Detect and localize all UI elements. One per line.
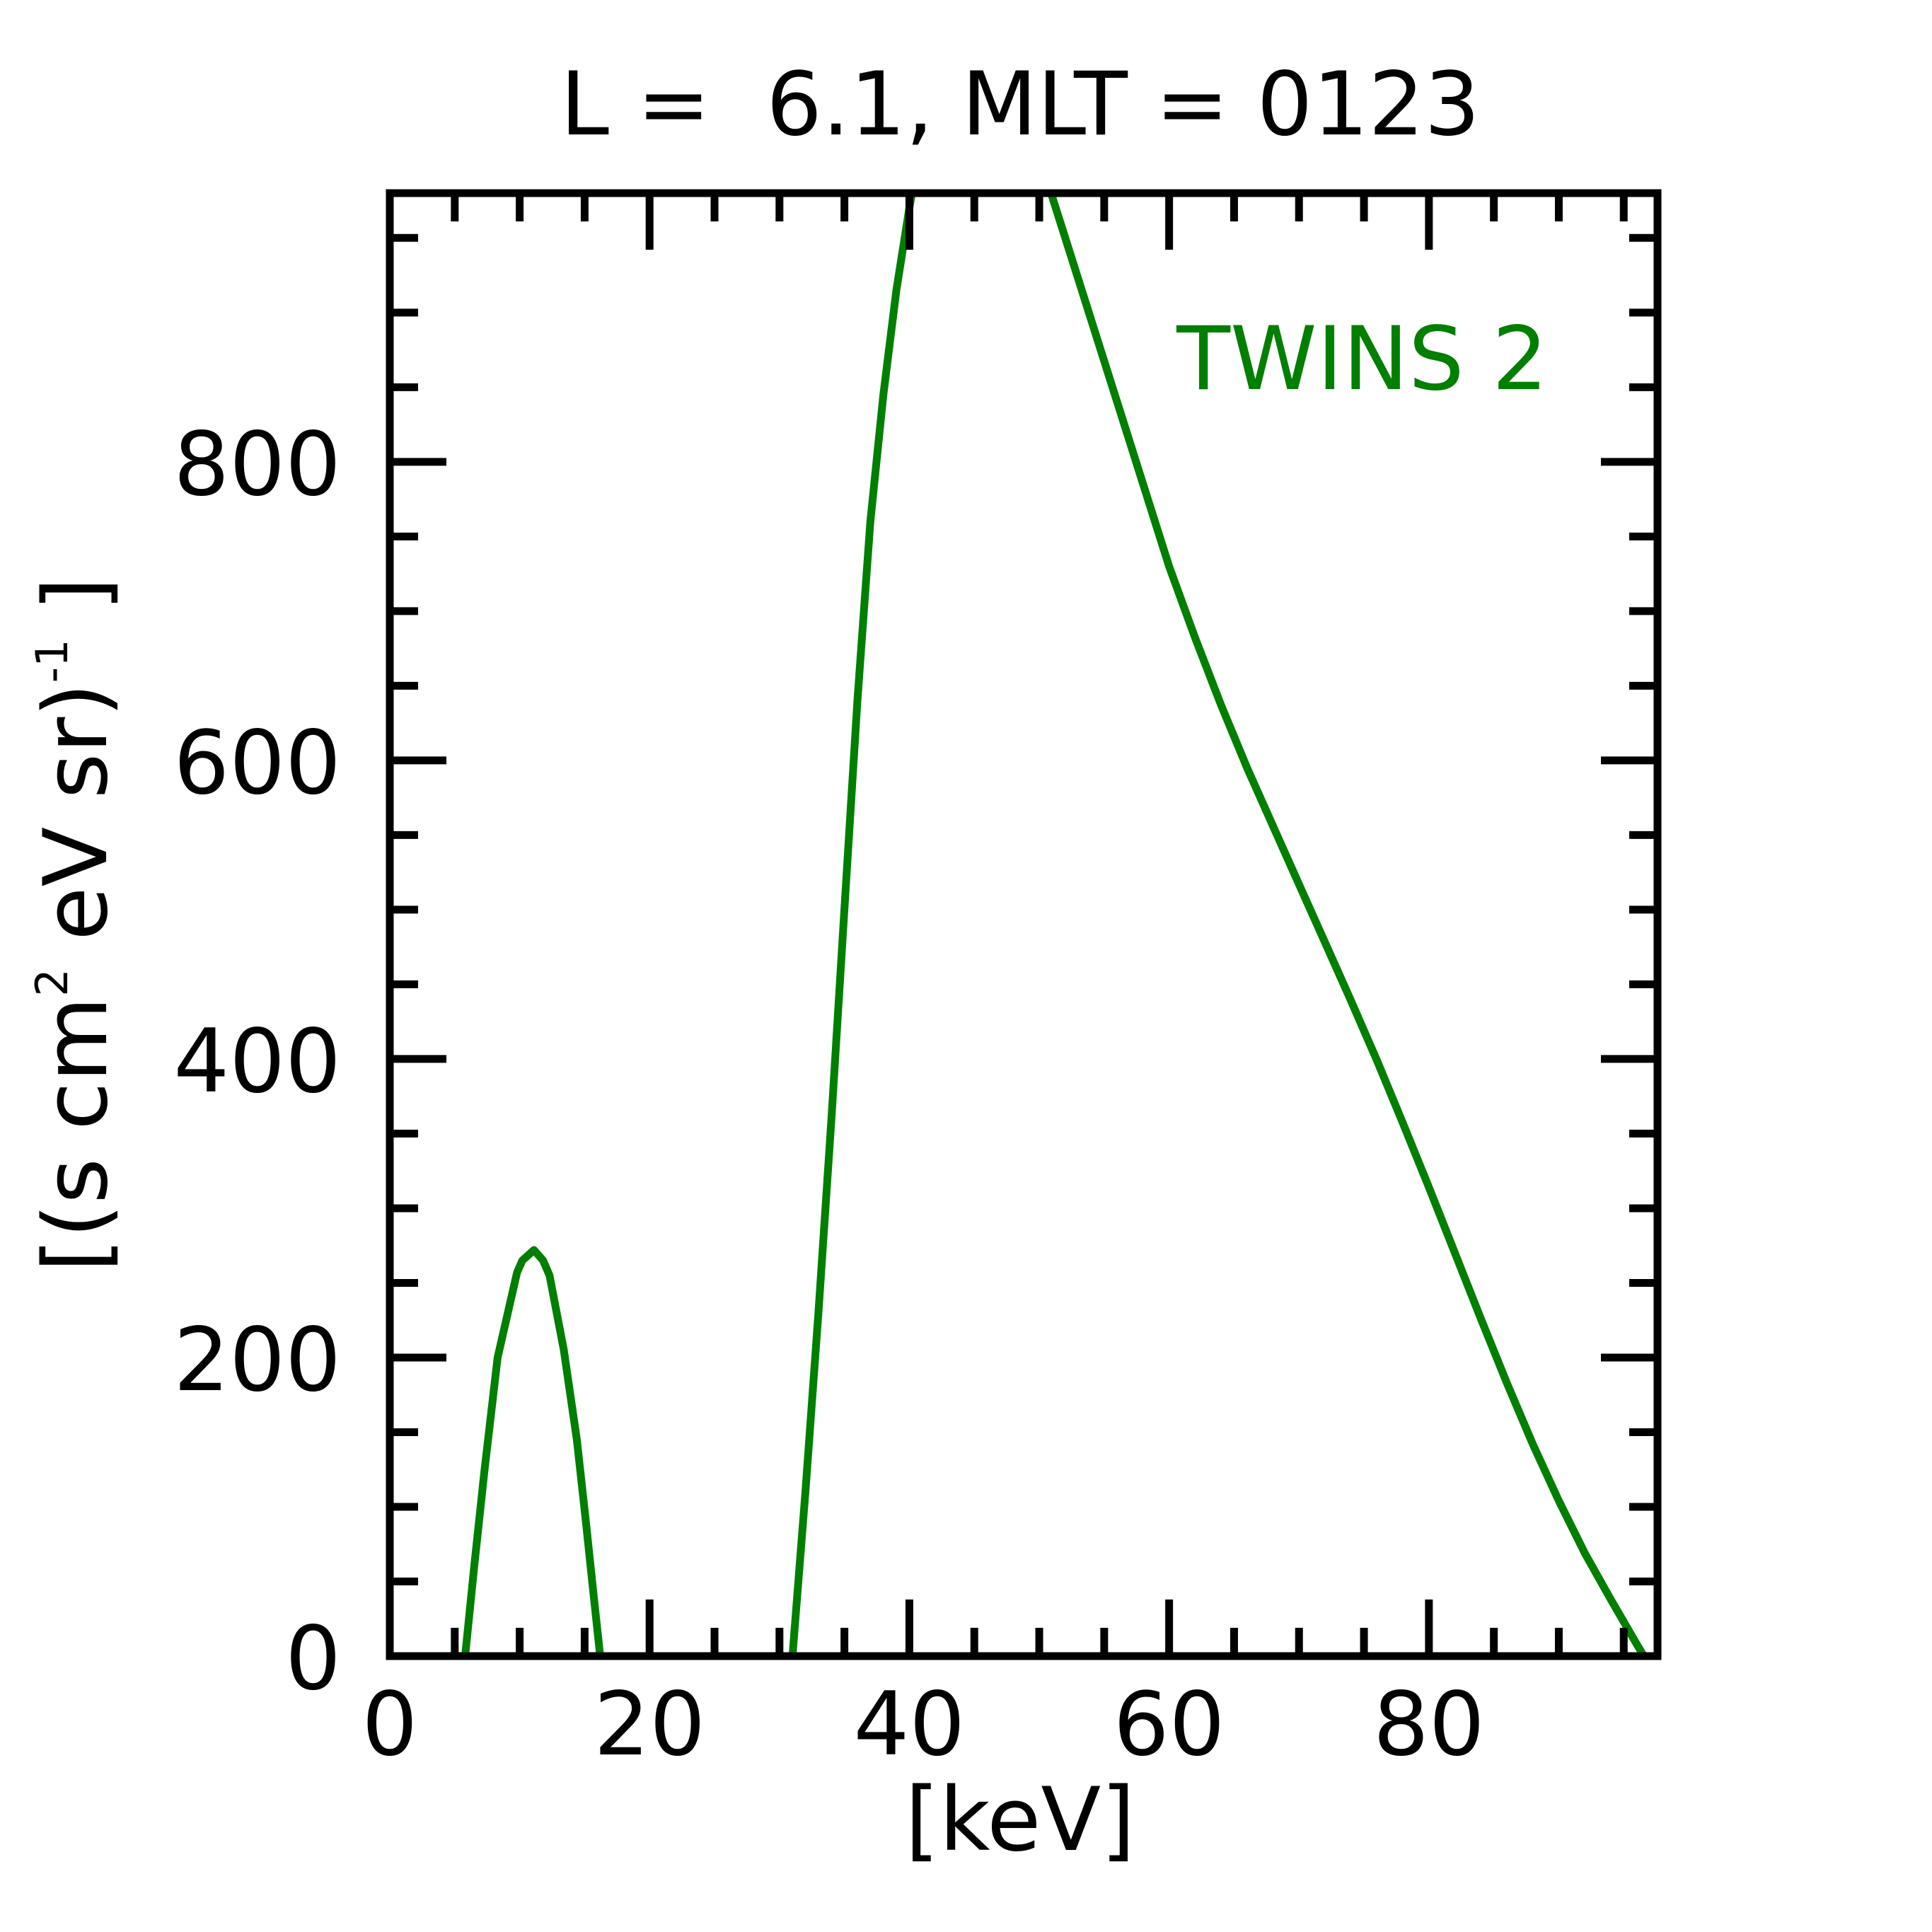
- x-tick-label: 40: [854, 1674, 966, 1776]
- series-layer: [461, 193, 1649, 1656]
- y-axis-label-part1: [(s cm: [25, 997, 127, 1273]
- y-tick-label: 0: [285, 1608, 341, 1710]
- plot-frame: [386, 189, 1662, 1660]
- series-line-0-segment-0: [461, 1246, 604, 1656]
- x-tick-label: 80: [1373, 1674, 1485, 1776]
- tick-layer: [386, 193, 1658, 1660]
- y-tick-label: 600: [173, 712, 341, 814]
- y-axis-label-sup1: 2: [26, 968, 78, 996]
- x-tick-label: 20: [594, 1674, 705, 1776]
- y-axis-label-part2: eV sr): [25, 683, 127, 968]
- y-axis-label: [(s cm2 eV sr)-1 ]: [25, 577, 127, 1273]
- y-tick-label: 400: [173, 1011, 341, 1113]
- x-axis-label: [keV]: [905, 1769, 1135, 1871]
- y-axis-label-part3: ]: [25, 577, 127, 640]
- chart-title: L = 6.1, MLT = 0123: [560, 54, 1480, 156]
- series-line-0-segment-1: [788, 193, 1649, 1656]
- y-tick-label: 800: [173, 414, 341, 516]
- y-tick-label: 200: [173, 1309, 341, 1411]
- x-tick-label: 0: [362, 1674, 418, 1776]
- legend-entry-twins-2: TWINS 2: [1176, 308, 1548, 410]
- x-tick-label: 60: [1113, 1674, 1225, 1776]
- y-axis-label-sup2: -1: [26, 639, 78, 683]
